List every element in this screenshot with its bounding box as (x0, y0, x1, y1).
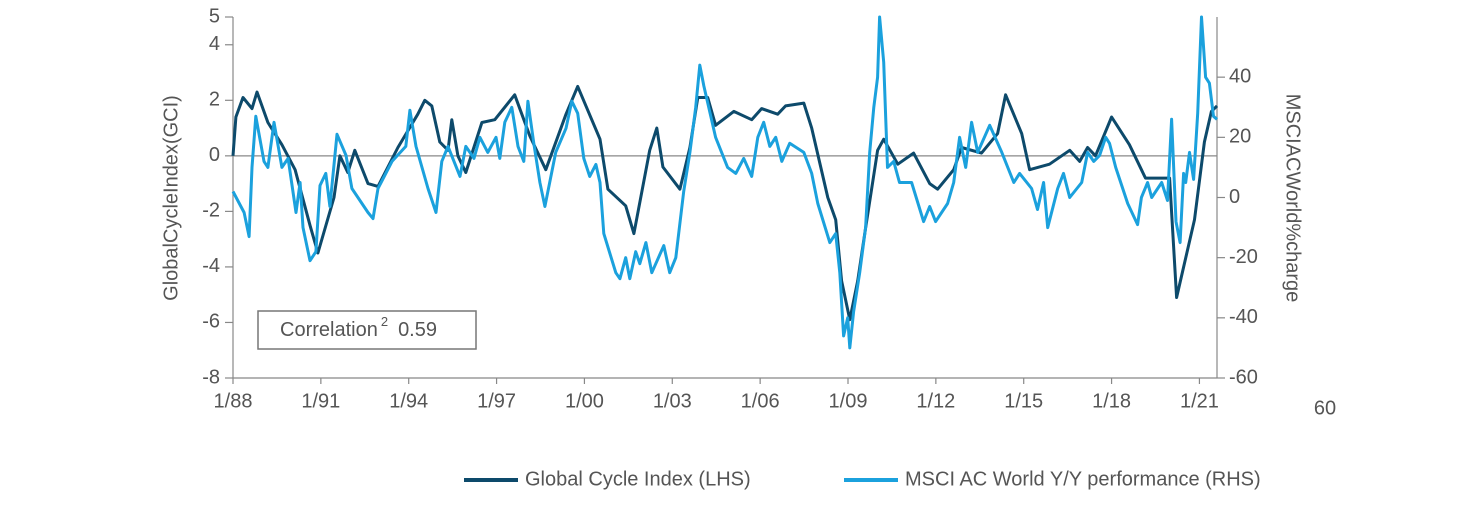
annotation: Correlation 2 0.59 (280, 314, 437, 341)
y-tick-label: 5 (209, 5, 220, 27)
y-tick-label: -8 (202, 366, 220, 388)
y2-tick-label: -40 (1229, 306, 1258, 328)
x-tick-label: 1/94 (389, 390, 428, 412)
x-tick-label: 1/12 (916, 390, 955, 412)
x-tick-label: 1/97 (477, 390, 516, 412)
legend-label: MSCI AC World Y/Y performance (RHS) (905, 468, 1261, 490)
stray-label: 60 (1314, 397, 1336, 419)
y-tick-label: -6 (202, 311, 220, 333)
x-tick-label: 1/18 (1092, 390, 1131, 412)
y-axis-label: GlobalCycleIndex(GCI) (160, 95, 182, 301)
y2-tick-label: -60 (1229, 366, 1258, 388)
legend-label: Global Cycle Index (LHS) (525, 468, 751, 490)
series-line (231, 84, 1219, 322)
y2-tick-label: 40 (1229, 65, 1251, 87)
x-tick-label: 1/88 (214, 390, 253, 412)
x-tick-label: 1/09 (829, 390, 868, 412)
y-tick-label: -2 (202, 200, 220, 222)
x-tick-label: 1/21 (1180, 390, 1219, 412)
annotation-value: 0.59 (398, 319, 437, 341)
y-tick-label: 2 (209, 89, 220, 111)
y-tick-label: -4 (202, 255, 220, 277)
y2-tick-label: 20 (1229, 126, 1251, 148)
y2-axis-label: MSCIACWorld%charge (1282, 94, 1304, 303)
y-tick-label: 0 (209, 144, 220, 166)
annotation-box (257, 310, 477, 350)
x-tick-label: 1/91 (301, 390, 340, 412)
series-line (231, 15, 1218, 350)
x-tick-label: 1/03 (653, 390, 692, 412)
annotation-text: Correlation (280, 319, 378, 341)
y2-tick-label: -20 (1229, 246, 1258, 268)
x-tick-label: 1/00 (565, 390, 604, 412)
y-tick-label: 4 (209, 33, 220, 55)
x-tick-label: 1/06 (741, 390, 780, 412)
y2-tick-label: 0 (1229, 186, 1240, 208)
x-tick-label: 1/15 (1004, 390, 1043, 412)
annotation-superscript: 2 (381, 314, 388, 329)
